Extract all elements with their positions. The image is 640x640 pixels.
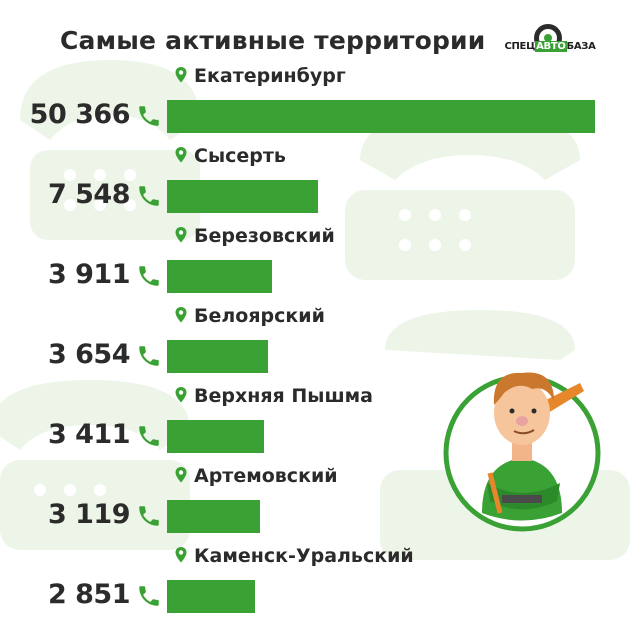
location-pin-icon (175, 147, 187, 163)
category-label: Артемовский (174, 465, 338, 487)
value-label: 3 119 (47, 499, 131, 530)
phone-icon (139, 106, 159, 126)
category-label: Березовский (174, 225, 335, 247)
location-pin-icon (175, 67, 187, 83)
value-label: 3 654 (47, 339, 131, 370)
category-text: Березовский (194, 225, 335, 247)
location-pin-icon (175, 307, 187, 323)
bar (167, 500, 260, 533)
spetsavtobaza-logo: СПЕЦАВТОБАЗА (500, 24, 600, 74)
watermark-phone-body-2 (345, 190, 575, 280)
category-text: Артемовский (194, 465, 338, 487)
location-pin-icon (175, 227, 187, 243)
location-pin-icon (175, 467, 187, 483)
category-label: Сысерть (174, 145, 286, 167)
category-label: Екатеринбург (174, 65, 346, 87)
category-text: Верхняя Пышма (194, 385, 373, 407)
chart-title: Самые активные территории (60, 26, 486, 55)
value-label: 3 911 (47, 259, 131, 290)
category-label: Верхняя Пышма (174, 385, 373, 407)
bar (167, 580, 255, 613)
phone-icon (139, 426, 159, 446)
value-label: 2 851 (47, 579, 131, 610)
category-text: Сысерть (194, 145, 286, 167)
value-label: 3 411 (47, 419, 131, 450)
category-label: Каменск-Уральский (174, 545, 414, 567)
category-text: Каменск-Уральский (194, 545, 414, 567)
phone-icon (139, 346, 159, 366)
bar (167, 100, 595, 133)
logo-wordmark: СПЕЦАВТОБАЗА (504, 41, 596, 52)
bar (167, 260, 272, 293)
watermark-phone-body-3 (0, 460, 190, 550)
mascot-illustration (443, 372, 601, 532)
category-text: Екатеринбург (194, 65, 346, 87)
watermark-phone-4 (385, 310, 575, 360)
bar (167, 180, 318, 213)
phone-icon (139, 506, 159, 526)
location-pin-icon (175, 547, 187, 563)
bar (167, 340, 268, 373)
phone-icon (139, 266, 159, 286)
value-label: 50 366 (29, 99, 131, 130)
bar (167, 420, 264, 453)
phone-icon (139, 586, 159, 606)
phone-icon (139, 186, 159, 206)
category-label: Белоярский (174, 305, 325, 327)
value-label: 7 548 (47, 179, 131, 210)
location-pin-icon (175, 387, 187, 403)
category-text: Белоярский (194, 305, 325, 327)
